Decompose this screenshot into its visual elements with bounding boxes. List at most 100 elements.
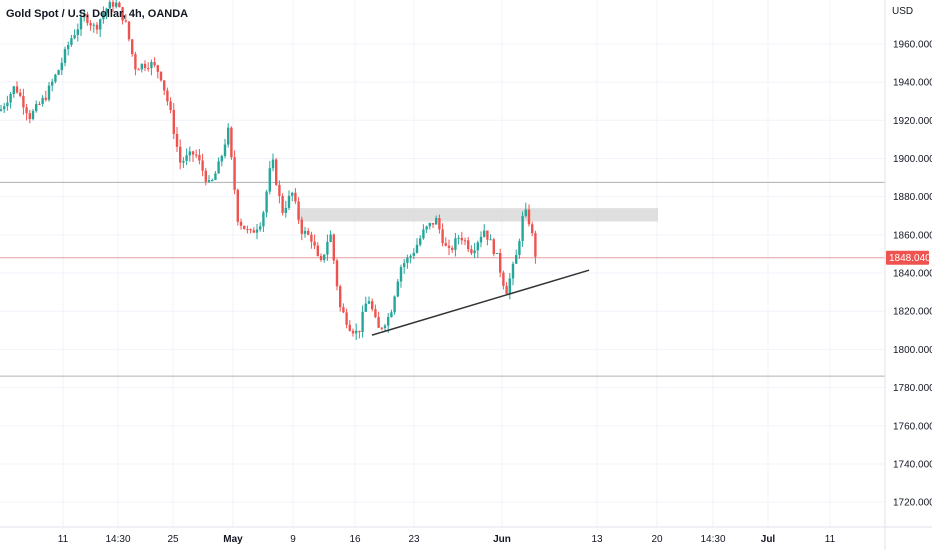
- y-tick-label: 1860.000: [893, 230, 932, 241]
- candle-body: [345, 312, 348, 325]
- candle-body: [371, 301, 374, 310]
- candle-body: [38, 103, 41, 105]
- candle-body: [409, 255, 412, 258]
- candle-body: [0, 109, 3, 111]
- candle-body: [502, 272, 505, 286]
- candle-body: [444, 243, 447, 246]
- candle-body: [211, 179, 214, 181]
- candle-body: [163, 80, 166, 91]
- last-price-badge: [886, 250, 929, 265]
- candle-body: [252, 230, 255, 233]
- candle-body: [198, 154, 201, 161]
- candle-body: [134, 54, 137, 70]
- candle-body: [28, 113, 31, 120]
- x-tick-label: 11: [825, 534, 836, 545]
- candle-body: [367, 301, 371, 304]
- candle-body: [499, 253, 502, 273]
- y-tick-label: 1820.000: [893, 307, 932, 318]
- candle-body: [79, 17, 83, 30]
- candle-body: [351, 330, 355, 334]
- candle-body: [329, 234, 332, 242]
- y-tick-label: 1900.000: [893, 154, 932, 165]
- candle-body: [399, 267, 403, 282]
- candle-body: [51, 81, 54, 86]
- candle-body: [47, 85, 51, 100]
- candle-body: [383, 325, 387, 328]
- candle-body: [524, 209, 527, 216]
- candle-body: [175, 133, 179, 147]
- candle-body: [15, 86, 19, 93]
- candle-body: [457, 237, 460, 239]
- candle-body: [92, 24, 95, 26]
- x-tick-label: 14:30: [105, 534, 130, 545]
- x-tick-label: Jul: [761, 534, 776, 545]
- candle-body: [243, 225, 246, 230]
- candle-body: [390, 312, 393, 318]
- candle-body: [521, 215, 524, 242]
- candle-body: [153, 62, 156, 66]
- candle-body: [451, 247, 454, 250]
- candle-body: [249, 229, 252, 231]
- candle-body: [207, 180, 211, 182]
- y-tick-label: 1720.000: [893, 498, 932, 509]
- candle-body: [54, 74, 57, 82]
- candle-body: [355, 330, 358, 334]
- candle-body: [431, 223, 435, 225]
- candle-body: [342, 307, 345, 313]
- candle-body: [313, 241, 316, 246]
- candle-body: [35, 103, 38, 112]
- candle-body: [255, 229, 259, 233]
- candle-body: [166, 90, 169, 102]
- candle-body: [182, 160, 185, 163]
- y-tick-label: 1880.000: [893, 192, 932, 203]
- candle-body: [422, 229, 425, 239]
- candle-body: [12, 86, 15, 95]
- symbol-title: Gold Spot / U.S. Dollar, 4h, OANDA: [6, 8, 189, 20]
- candle-body: [105, 8, 108, 14]
- candle-body: [476, 242, 479, 251]
- candle-body: [460, 237, 463, 241]
- y-tick-label: 1800.000: [893, 345, 932, 356]
- candle-body: [332, 234, 335, 261]
- candle-body: [454, 238, 457, 250]
- candle-body: [377, 317, 380, 328]
- candle-body: [83, 14, 86, 18]
- candle-body: [284, 207, 287, 213]
- candle-body: [495, 253, 499, 255]
- candle-body: [204, 170, 207, 182]
- candle-body: [67, 44, 70, 50]
- candle-body: [239, 221, 243, 226]
- candle-body: [220, 156, 223, 162]
- y-tick-label: 1840.000: [893, 269, 932, 280]
- candle-body: [127, 21, 131, 40]
- candle-body: [361, 311, 364, 332]
- candle-body: [121, 7, 124, 21]
- candle-body: [425, 226, 428, 230]
- candle-body: [463, 240, 467, 242]
- candle-body: [118, 2, 121, 8]
- x-tick-label: 14:30: [700, 534, 725, 545]
- candle-body: [319, 255, 323, 260]
- candle-body: [25, 107, 28, 114]
- x-tick-label: 11: [58, 534, 69, 545]
- candle-body: [108, 2, 111, 9]
- candle-body: [262, 212, 265, 227]
- x-tick-label: 23: [408, 534, 420, 545]
- candle-body: [323, 254, 326, 260]
- candle-body: [60, 62, 63, 71]
- candle-body: [419, 238, 422, 245]
- candle-body: [396, 281, 399, 297]
- candle-body: [233, 157, 236, 190]
- candle-body: [227, 127, 230, 145]
- candle-body: [479, 236, 483, 243]
- candle-body: [374, 309, 377, 318]
- candle-body: [188, 151, 191, 156]
- candle-body: [156, 65, 159, 72]
- candle-body: [339, 286, 342, 308]
- candle-body: [271, 159, 275, 169]
- candle-body: [185, 155, 188, 161]
- candle-body: [95, 24, 99, 30]
- candle-body: [131, 39, 134, 55]
